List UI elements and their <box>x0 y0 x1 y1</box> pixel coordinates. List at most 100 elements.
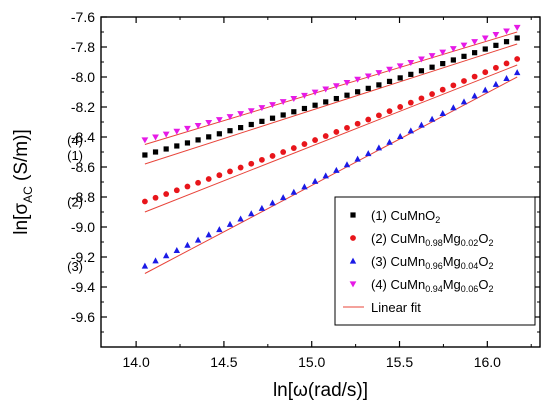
series-1-point-27 <box>429 64 435 70</box>
series-3-markers <box>141 69 521 269</box>
series-1-point-9 <box>238 125 244 131</box>
series-4-point-18 <box>332 83 340 90</box>
series-2-point-23 <box>386 108 393 115</box>
series-2-point-13 <box>280 149 287 155</box>
series-3-point-4 <box>184 241 191 248</box>
series-3-point-27 <box>428 115 436 122</box>
series-4-point-12 <box>269 102 276 109</box>
series-2-point-29 <box>450 82 457 89</box>
series-2-point-5 <box>195 179 201 186</box>
series-4-point-27 <box>428 53 436 60</box>
series-3-point-26 <box>418 121 425 128</box>
series-2-point-27 <box>429 91 435 97</box>
series-4-point-21 <box>364 73 372 80</box>
series-4-point-24 <box>396 63 404 70</box>
series-3-point-33 <box>492 80 500 87</box>
series-3-point-25 <box>407 127 415 134</box>
linear-fit-lines <box>144 31 518 274</box>
legend: (1) CuMnO2 (2) CuMn0.98Mg0.02O2 (3) CuMn0.… <box>334 196 536 326</box>
series-1-point-33 <box>493 42 499 48</box>
series-2-point-17 <box>322 133 329 139</box>
series-2-point-18 <box>333 129 340 135</box>
series-3-point-7 <box>216 226 223 233</box>
series-3-point-24 <box>396 133 404 140</box>
series-1-point-7 <box>216 131 222 137</box>
y-tick-label-5: -8.6 <box>71 159 95 175</box>
series-3-point-23 <box>386 138 393 145</box>
series-1-point-17 <box>323 99 329 105</box>
series-3-point-13 <box>279 194 287 201</box>
series-1-point-29 <box>450 57 456 63</box>
series-3-point-5 <box>194 236 202 243</box>
series-1-point-6 <box>206 134 212 140</box>
series-1-point-12 <box>269 115 276 121</box>
series-3-point-32 <box>482 86 489 93</box>
series-3-point-18 <box>333 166 340 173</box>
series-2-point-7 <box>216 172 223 179</box>
series-1-point-20 <box>355 89 361 95</box>
series-3-tag: (3) <box>67 259 83 274</box>
series-3-point-3 <box>173 247 181 254</box>
series-2-point-22 <box>375 112 382 119</box>
series-4-markers <box>141 24 521 144</box>
series-2-point-21 <box>365 116 372 123</box>
series-3-point-22 <box>375 144 383 151</box>
series-4-point-20 <box>354 76 362 83</box>
series-1-point-21 <box>365 85 371 91</box>
series-1-point-1 <box>152 149 159 155</box>
series-4-point-28 <box>439 49 447 56</box>
series-1-point-5 <box>195 137 201 143</box>
series-4-point-31 <box>471 39 479 46</box>
series-2-point-0 <box>142 198 148 205</box>
series-3-point-28 <box>439 110 446 117</box>
legend-4-point-0 <box>349 281 357 288</box>
series-3-point-9 <box>237 215 244 222</box>
series-3-point-2 <box>162 252 170 259</box>
data-markers <box>141 24 521 269</box>
y-tick-label-6: -8.8 <box>71 189 95 205</box>
series-4-tag: (4) <box>67 133 83 148</box>
series-4-point-0 <box>141 137 149 144</box>
series-2-point-19 <box>344 124 350 131</box>
series-1-point-18 <box>333 95 339 102</box>
series-4-point-29 <box>449 46 457 53</box>
series-2-point-20 <box>354 120 361 127</box>
series-2-point-30 <box>461 78 467 84</box>
x-tick-label-4: 16.0 <box>474 354 501 370</box>
legend-label-3: (3) CuMn0.96Mg0.04O2 <box>371 254 493 271</box>
series-1-point-8 <box>227 128 233 134</box>
series-4-point-5 <box>194 122 202 129</box>
series-4-point-25 <box>407 59 415 66</box>
series-4-point-4 <box>184 125 191 132</box>
series-1-point-16 <box>312 102 318 108</box>
series-1-tag: (1) <box>67 148 83 163</box>
series-2-point-24 <box>397 104 404 110</box>
series-4-point-17 <box>322 86 330 93</box>
series-4-point-2 <box>162 131 170 138</box>
series-1-point-19 <box>344 92 350 98</box>
series-4-point-33 <box>492 31 500 38</box>
series-1-point-32 <box>482 46 488 52</box>
x-axis-title: ln[ω(rad/s)] <box>273 380 368 401</box>
series-1-point-22 <box>376 82 382 88</box>
series-3-point-34 <box>503 74 510 81</box>
y-tick-label-1: -7.8 <box>71 39 95 55</box>
series-3-point-15 <box>301 183 308 190</box>
series-4-point-10 <box>247 108 255 115</box>
series-2-point-15 <box>301 141 308 147</box>
legend-label-1: (1) CuMnO2 <box>371 208 440 225</box>
series-2-point-31 <box>471 73 478 80</box>
series-3-point-29 <box>450 104 457 111</box>
y-tick-label-2: -8.0 <box>71 69 95 85</box>
series-3-point-21 <box>365 150 372 157</box>
axes: 14.0 14.5 15.0 15.5 16.0 -7.6 -7.8 -8.0 -8.2 -8.4… <box>71 9 541 370</box>
x-tick-label-2: 15.0 <box>298 354 325 370</box>
series-1-point-35 <box>514 35 520 41</box>
series-2-point-26 <box>418 95 425 102</box>
y-tick-label-10: -9.6 <box>71 309 95 325</box>
series-2-point-25 <box>407 99 414 106</box>
x-tick-label-3: 15.5 <box>386 354 413 370</box>
series-4-point-19 <box>343 80 351 87</box>
series-2-point-16 <box>312 137 318 143</box>
